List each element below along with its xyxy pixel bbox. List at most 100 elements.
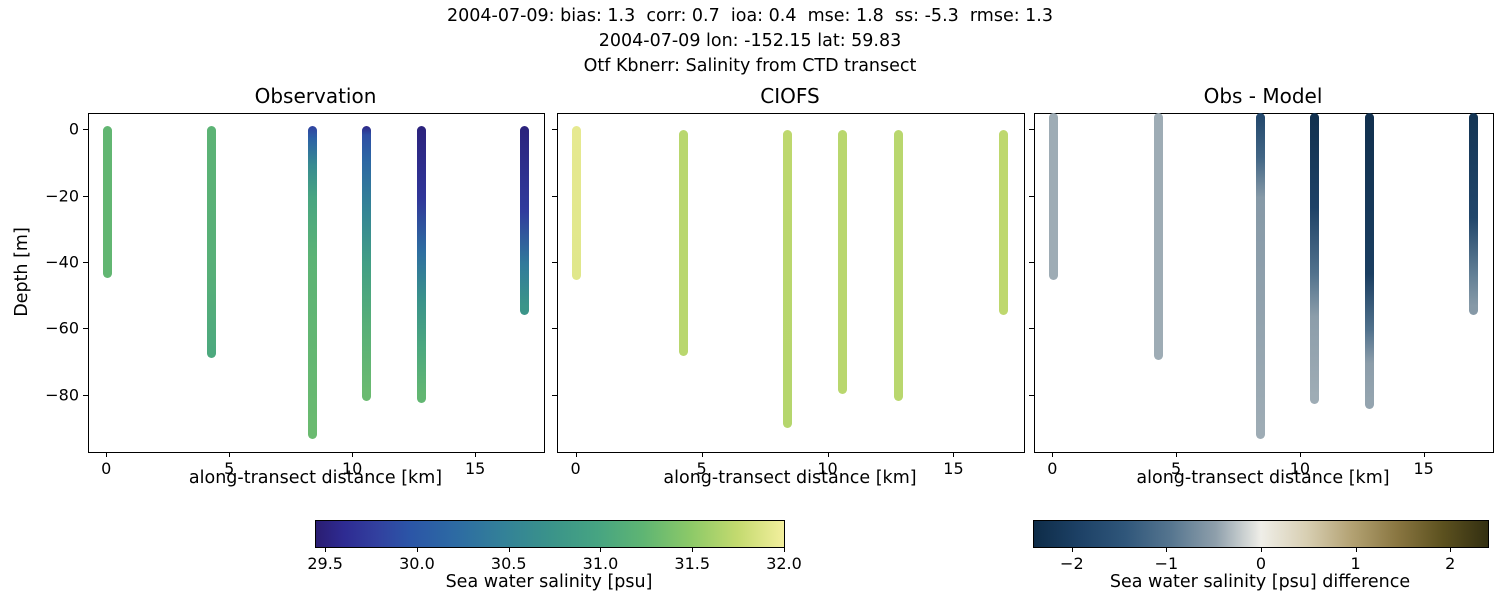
x-tick-label: 10 <box>1289 459 1311 478</box>
ctd-cast <box>999 129 1009 315</box>
x-axis-label-ciofs: along-transect distance [km] <box>663 468 917 488</box>
x-tick-label: 15 <box>1413 459 1434 478</box>
subplot-title-ciofs: CIOFS <box>760 84 820 108</box>
y-tick <box>552 394 557 396</box>
x-tick <box>1299 452 1301 457</box>
y-tick <box>83 262 88 264</box>
colorbar-tick <box>600 547 602 552</box>
x-tick <box>827 452 829 457</box>
x-tick <box>701 452 703 457</box>
ctd-cast <box>838 129 848 395</box>
x-tick-label: 0 <box>570 459 581 478</box>
subplot-title-obs-minus-model: Obs - Model <box>1203 84 1323 108</box>
y-tick <box>552 328 557 330</box>
x-tick-label: 10 <box>341 459 363 478</box>
x-tick-label: 10 <box>817 459 838 478</box>
colorbar-tick <box>1450 547 1452 552</box>
x-tick <box>953 452 955 457</box>
ctd-cast <box>1468 113 1478 315</box>
colorbar-tick-label: −2 <box>1060 554 1084 573</box>
ctd-cast <box>1310 113 1320 405</box>
colorbar-tick-label: 31.0 <box>582 554 619 573</box>
ctd-cast <box>679 129 689 357</box>
subplot-title-observation: Observation <box>254 84 377 108</box>
x-tick <box>1176 452 1178 457</box>
y-tick <box>1029 262 1034 264</box>
colorbar-tick <box>416 547 418 552</box>
y-tick <box>552 129 557 131</box>
y-tick-label: −20 <box>45 186 79 206</box>
x-tick <box>1052 452 1054 457</box>
ctd-cast <box>308 125 318 440</box>
colorbar-tick-label: 0 <box>1255 554 1267 573</box>
ctd-cast <box>102 125 112 279</box>
colorbar-tick <box>1355 547 1357 552</box>
x-tick-label: 0 <box>1047 459 1058 478</box>
colorbar-tick-label: 30.5 <box>490 554 527 573</box>
colorbar-tick <box>1071 547 1073 552</box>
ctd-cast <box>893 129 903 402</box>
ctd-cast <box>572 126 582 280</box>
x-tick <box>575 452 577 457</box>
x-tick-label: 5 <box>696 459 707 478</box>
colorbar-tick <box>1166 547 1168 552</box>
x-tick <box>229 452 231 457</box>
salinity-colorbar-label: Sea water salinity [psu] <box>445 572 653 592</box>
colorbar-tick-label: 29.5 <box>307 554 343 573</box>
y-tick-label: −80 <box>45 385 79 405</box>
title-stats-line: 2004-07-09: bias: 1.3 corr: 0.7 ioa: 0.4… <box>446 6 1054 26</box>
colorbar-tick <box>784 547 785 552</box>
x-tick-label: 15 <box>464 459 486 478</box>
ctd-cast <box>416 125 426 403</box>
x-tick <box>352 452 354 457</box>
y-tick <box>1029 394 1034 396</box>
figure-title: 2004-07-09: bias: 1.3 corr: 0.7 ioa: 0.4… <box>0 4 1500 79</box>
x-tick-label: 5 <box>224 459 235 478</box>
y-tick-label: −60 <box>45 318 79 338</box>
ctd-cast <box>207 125 217 358</box>
x-tick-label: 15 <box>943 459 964 478</box>
y-tick-label: 0 <box>68 119 79 139</box>
colorbar-tick <box>325 547 327 552</box>
y-tick <box>1029 195 1034 197</box>
y-tick <box>83 195 88 197</box>
x-axis-label-obs-minus-model: along-transect distance [km] <box>1136 468 1390 488</box>
ctd-cast <box>519 125 529 315</box>
colorbar-tick <box>1261 547 1262 552</box>
ctd-cast <box>1154 113 1164 360</box>
title-location-line: 2004-07-09 lon: -152.15 lat: 59.83 <box>598 31 902 51</box>
y-tick <box>1029 129 1034 131</box>
colorbar-tick <box>692 547 694 552</box>
x-tick <box>475 452 477 457</box>
x-tick <box>106 452 108 457</box>
salinity-colorbar: 29.5 30.0 30.5 31.0 31.5 32.0 <box>307 520 802 573</box>
ctd-cast <box>1255 113 1265 440</box>
ctd-cast <box>1049 113 1059 280</box>
title-dataset-line: Otf Kbnerr: Salinity from CTD transect <box>583 56 917 76</box>
colorbar-tick-label: −1 <box>1154 554 1179 573</box>
y-tick <box>83 328 88 330</box>
y-tick <box>83 129 88 131</box>
obs-minus-model-plot: 0 5 10 15 <box>1029 113 1494 478</box>
y-tick-label: −40 <box>45 252 79 272</box>
observation-plot: 0 5 10 15 0 −20 −40 −60 −80 <box>45 113 545 478</box>
ctd-cast <box>782 129 792 428</box>
ctd-cast <box>362 125 372 402</box>
colorbar-tick-label: 31.5 <box>674 554 711 573</box>
colorbar-tick-label: 32.0 <box>766 554 802 573</box>
y-axis-label: Depth [m] <box>12 227 32 317</box>
x-tick <box>1423 452 1425 457</box>
x-tick-label: 0 <box>101 459 112 478</box>
salinity-diff-colorbar: −2 −1 0 1 2 <box>1033 520 1489 573</box>
ciofs-model-plot: 0 5 10 15 <box>552 113 1025 478</box>
colorbar-tick-label: 30.0 <box>399 554 435 573</box>
y-tick <box>83 394 88 396</box>
y-tick <box>552 195 557 197</box>
ctd-cast <box>1364 113 1374 410</box>
y-tick <box>552 262 557 264</box>
y-tick <box>1029 328 1034 330</box>
salinity-diff-colorbar-label: Sea water salinity [psu] difference <box>1109 572 1411 592</box>
colorbar-tick <box>508 547 510 552</box>
x-tick-label: 5 <box>1171 459 1182 478</box>
